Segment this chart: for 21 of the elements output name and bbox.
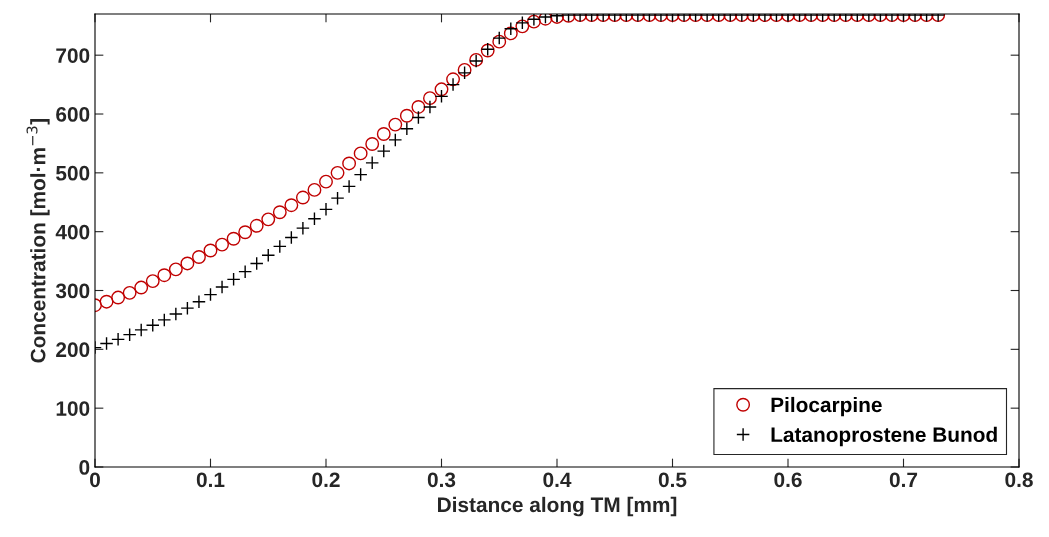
x-tick-label: 0.5 — [658, 472, 687, 488]
y-tick-label: 300 — [55, 283, 90, 299]
y-tick-label: 0 — [79, 460, 90, 475]
y-tick-label: 400 — [55, 224, 90, 240]
x-tick-label: 0.6 — [774, 472, 802, 488]
y-tick-label: 500 — [56, 165, 90, 181]
x-axis-title: Distance along TM [mm] — [438, 496, 677, 517]
x-tick-label: 0.3 — [427, 472, 456, 488]
legend-label: Latanoprostene Bunod — [771, 426, 997, 447]
legend-label: Pilocarpine — [771, 396, 882, 417]
x-tick-label: 0.4 — [543, 472, 572, 488]
y-tick-label: 100 — [56, 401, 90, 416]
x-tick-label: 0.8 — [1005, 472, 1033, 488]
x-tick-label: 0 — [90, 472, 100, 488]
x-tick-label: 0.1 — [196, 472, 225, 488]
x-tick-label: 0.2 — [312, 472, 340, 488]
y-tick-label: 600 — [56, 107, 90, 122]
y-axis-title: Concentration [mol·m$^{−3}$] — [26, 118, 50, 363]
y-tick-label: 700 — [56, 48, 90, 63]
y-tick-label: 200 — [56, 342, 90, 358]
x-tick-label: 0.7 — [889, 472, 918, 488]
